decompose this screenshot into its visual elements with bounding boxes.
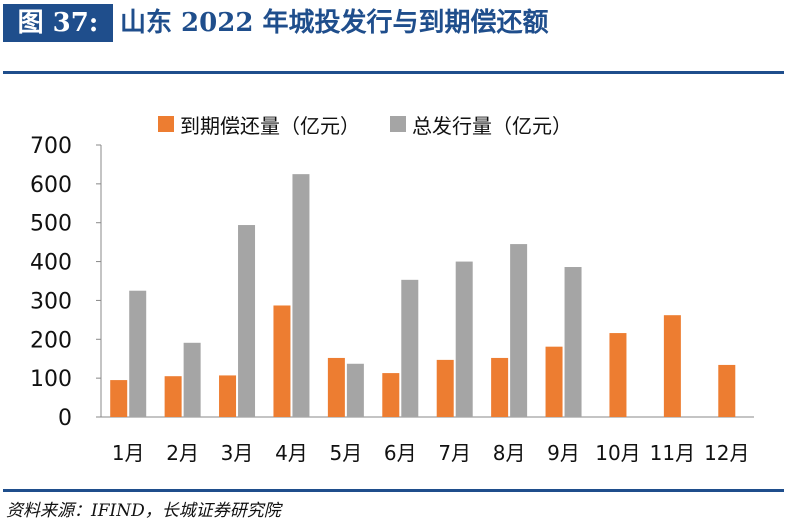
x-tick-label: 6月 [384,441,417,465]
bar-maturity [382,373,400,417]
y-tick-label: 700 [30,134,72,159]
x-tick-label: 12月 [704,441,749,465]
bars [110,174,736,417]
bar-maturity [609,333,627,417]
legend-item-maturity: 到期偿还量（亿元） [158,110,360,139]
y-tick-label: 0 [58,406,72,431]
x-tick-label: 2月 [166,441,199,465]
top-rule [3,71,784,74]
bar-maturity [327,357,345,417]
bar-maturity [110,380,128,417]
y-tick-label: 200 [30,328,72,353]
source-note: 资料来源：IFIND，长城证券研究院 [6,501,281,521]
bar-maturity [164,376,182,417]
bar-issuance [238,225,256,417]
figure-title: 山东 2022 年城投发行与到期偿还额 [120,8,549,38]
y-tick-label: 600 [30,173,72,198]
x-tick-label: 9月 [547,441,580,465]
y-tick-label: 500 [30,212,72,237]
legend-item-issuance: 总发行量（亿元） [390,110,572,139]
bar-issuance [455,261,473,417]
x-tick-label: 10月 [595,441,640,465]
bar-issuance [346,363,364,417]
bar-maturity [436,359,454,417]
x-tick-label: 4月 [275,441,308,465]
x-tick-label: 7月 [438,441,471,465]
x-tick-label: 5月 [330,441,363,465]
legend-swatch-issuance [390,116,406,132]
bar-maturity [219,375,237,417]
bar-maturity [491,357,509,417]
x-tick-label: 11月 [650,441,695,465]
bar-issuance [129,290,147,417]
legend-swatch-maturity [158,116,174,132]
x-tick-label: 1月 [112,441,145,465]
bottom-rule [3,489,784,492]
legend-label-maturity: 到期偿还量（亿元） [180,113,360,138]
bar-chart: 0 100 200 300 400 500 600 700 1月 2月 3月 4月 5月 6月 7月 8月 9… [30,134,754,465]
x-tick-label: 3月 [221,441,254,465]
bar-issuance [183,342,201,417]
legend-label-issuance: 总发行量（亿元） [412,113,572,138]
bar-maturity [545,346,563,417]
bar-issuance [401,279,419,417]
bar-maturity [663,315,681,417]
y-axis: 0 100 200 300 400 500 600 700 [30,134,102,431]
figure-label: 图 37: [3,4,113,42]
bar-issuance [564,267,582,417]
bar-issuance [510,244,528,417]
x-tick-label: 8月 [493,441,526,465]
y-tick-label: 300 [30,289,72,314]
y-tick-label: 400 [30,251,72,276]
chart-legend: 到期偿还量（亿元） 总发行量（亿元） [158,110,602,138]
bar-maturity [273,305,291,417]
bar-maturity [718,364,736,417]
bar-issuance [292,174,310,417]
figure-header: 图 37: 山东 2022 年城投发行与到期偿还额 [0,0,790,50]
y-tick-label: 100 [30,367,72,392]
x-axis: 1月 2月 3月 4月 5月 6月 7月 8月 9月 10月 11月 12月 [101,416,754,465]
